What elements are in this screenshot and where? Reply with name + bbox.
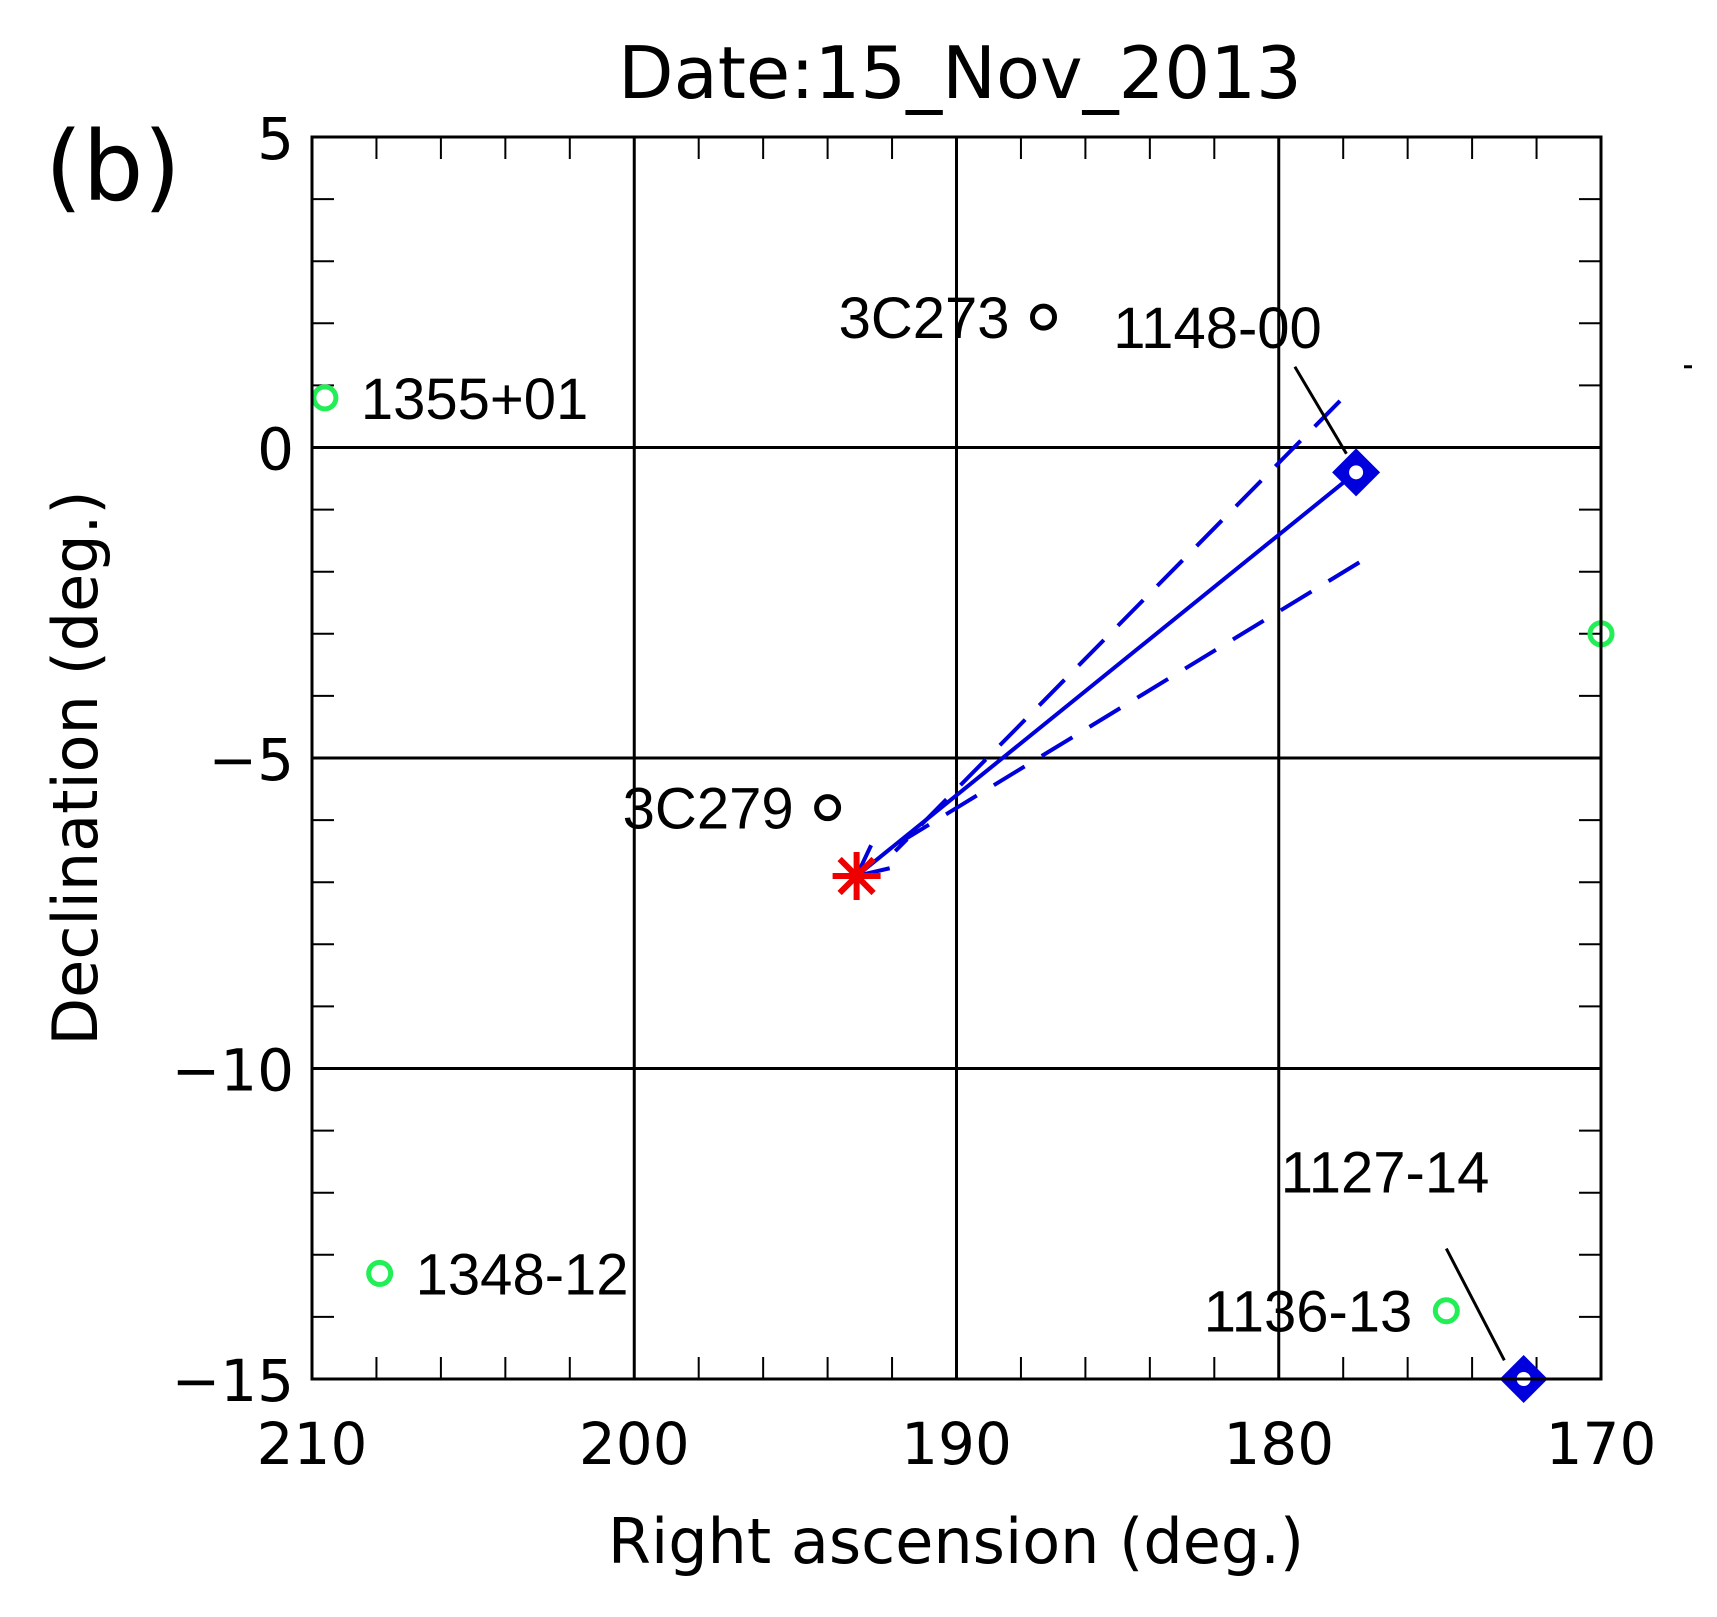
tick-labels: 210 200 190 180 170 5 0 −5 −10 −15 xyxy=(172,105,1657,1478)
panel-label: (b) xyxy=(45,111,181,223)
source-label: 3C273 xyxy=(839,286,1010,351)
source-labels: 3C273 1355+01 3C279 1348-12 1136-13 1148-00 11… xyxy=(361,286,1506,1362)
x-tick-label: 200 xyxy=(579,1410,690,1478)
x-axis-label: Right ascension (deg.) xyxy=(608,1505,1304,1578)
plot-frame xyxy=(310,135,1603,1381)
y-tick-label: 5 xyxy=(257,105,294,173)
dashed-bound-line xyxy=(884,560,1361,853)
source-marker xyxy=(1432,1297,1460,1325)
y-axis-label: Declination (deg.) xyxy=(39,490,112,1045)
leader-line xyxy=(1293,366,1348,455)
minor-ticks xyxy=(312,137,1601,1379)
x-tick-label: 180 xyxy=(1223,1410,1334,1478)
source-marker xyxy=(814,794,842,822)
y-tick-label: −5 xyxy=(209,726,295,794)
source-label: 1355+01 xyxy=(361,367,588,432)
x-tick-label: 170 xyxy=(1546,1410,1657,1478)
blue-diamond-center xyxy=(1349,465,1364,480)
y-tick-label: −15 xyxy=(172,1347,294,1415)
chart-title: Date:15_Nov_2013 xyxy=(618,31,1302,115)
source-label: 1127-14 xyxy=(1281,1141,1490,1206)
x-tick-label: 190 xyxy=(901,1410,1012,1478)
arrow-group xyxy=(853,470,1358,879)
source-marker xyxy=(366,1259,394,1287)
source-marker xyxy=(311,384,339,412)
leader-line xyxy=(1444,1247,1506,1362)
grid-lines xyxy=(312,137,1601,1379)
arrow-line xyxy=(855,470,1358,878)
y-tick-label: −10 xyxy=(172,1037,294,1105)
x-tick-label: 210 xyxy=(257,1410,368,1478)
source-marker xyxy=(1030,303,1058,331)
source-label: 3C279 xyxy=(623,777,794,842)
target-asterisk-stroke xyxy=(837,856,876,896)
dashed-bounds xyxy=(884,399,1361,853)
source-label: 1136-13 xyxy=(1204,1280,1413,1345)
source-label: 1148-00 xyxy=(1113,296,1322,361)
markers xyxy=(311,303,1693,1403)
source-label: 1348-12 xyxy=(416,1242,629,1307)
y-tick-label: 0 xyxy=(257,416,294,484)
dashed-bound-line xyxy=(893,399,1342,853)
